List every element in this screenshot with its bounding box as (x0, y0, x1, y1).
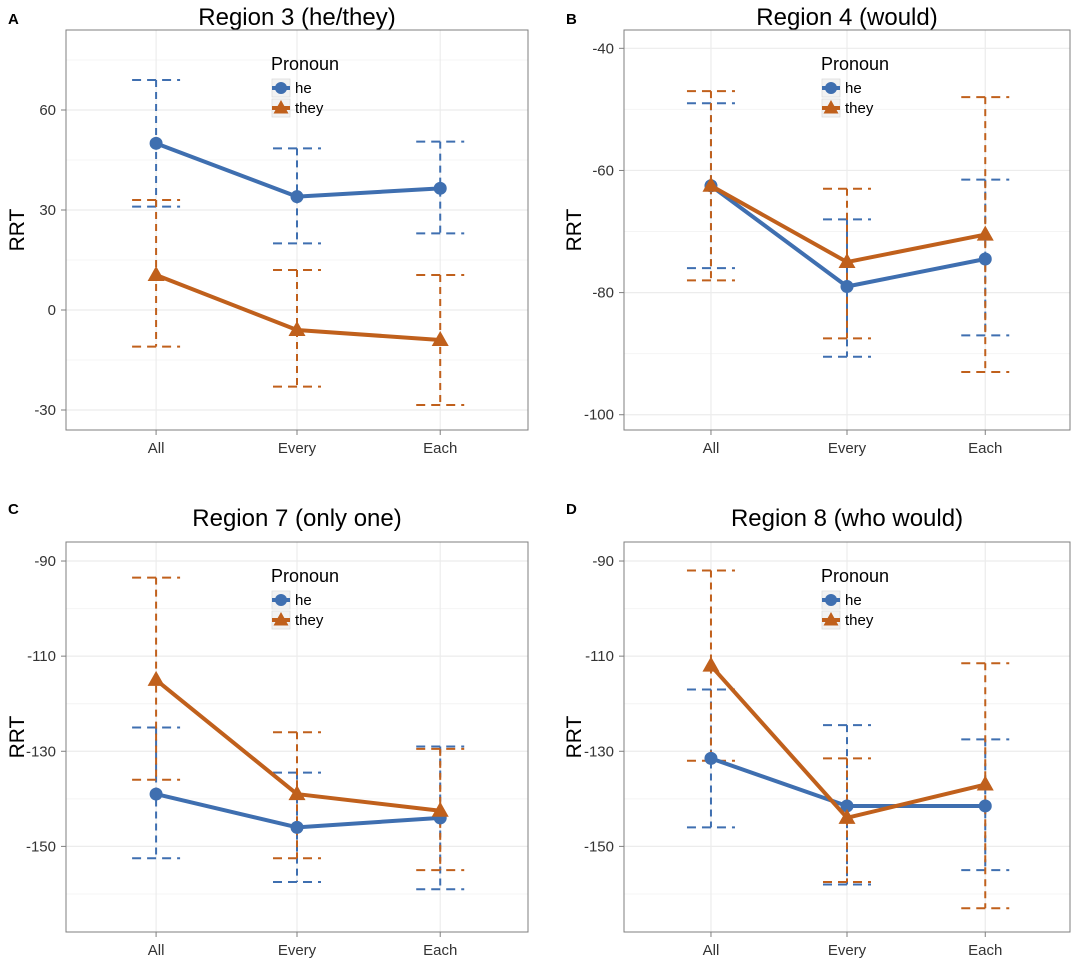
point-they (976, 225, 994, 241)
legend-label-they: they (845, 612, 874, 629)
legend-marker-he (275, 82, 287, 94)
y-axis-label: RRT (6, 208, 29, 251)
x-tick-label: Each (423, 440, 457, 457)
point-he (433, 181, 447, 195)
y-tick-label: -80 (592, 285, 614, 302)
plot-frame (623, 541, 1071, 933)
point-they (976, 775, 994, 791)
point-they (702, 656, 720, 672)
y-tick-label: -100 (584, 407, 614, 424)
point-they (838, 253, 856, 269)
legend-title: Pronoun (271, 566, 339, 586)
panel-a: A Region 3 (he/they) RRT -30 0 30 60 All Every Ea… (6, 4, 529, 457)
legend-label-he: he (295, 80, 312, 97)
legend-marker-he (275, 594, 287, 606)
panel-d: D Region 8 (who would) RRT -150 -130 -110 -90 A… (563, 501, 1071, 959)
point-they (147, 670, 165, 686)
x-tick-label: All (148, 942, 165, 959)
plot-frame (65, 29, 529, 431)
y-tick-label: 60 (39, 102, 56, 119)
legend-label-they: they (295, 612, 324, 629)
x-tick-label: Every (278, 440, 317, 457)
point-he (149, 136, 163, 150)
point-they (431, 801, 449, 817)
y-tick-label: 0 (48, 302, 56, 319)
point-he (704, 751, 718, 765)
point-he (149, 787, 163, 801)
panel-letter: C (8, 501, 19, 518)
point-they (288, 321, 306, 336)
x-tick-label: Every (278, 942, 317, 959)
chart-title: Region 7 (only one) (192, 505, 401, 532)
point-they (147, 266, 165, 281)
point-he (290, 190, 304, 204)
chart-title: Region 8 (who would) (731, 505, 963, 532)
y-tick-label: -60 (592, 162, 614, 179)
panel-letter: A (8, 11, 19, 28)
y-tick-label: -30 (34, 402, 56, 419)
legend-marker-they (823, 100, 839, 114)
legend-marker-they (273, 612, 289, 626)
x-tick-label: Every (828, 440, 867, 457)
x-tick-label: All (148, 440, 165, 457)
point-he (840, 799, 854, 813)
point-he (978, 252, 992, 266)
chart-title: Region 3 (he/they) (198, 4, 395, 31)
y-tick-label: -150 (26, 838, 56, 855)
point-he (290, 820, 304, 834)
y-tick-label: -130 (26, 743, 56, 760)
legend-marker-they (273, 100, 289, 114)
panel-b: B Region 4 (would) RRT -100 -80 -60 -40 All Ever… (563, 4, 1071, 457)
y-tick-label: -90 (34, 553, 56, 570)
y-axis-label: RRT (563, 208, 586, 251)
legend-label-they: they (295, 100, 324, 117)
y-tick-label: -90 (592, 553, 614, 570)
y-axis-label: RRT (6, 715, 29, 758)
y-tick-label: -40 (592, 40, 614, 57)
point-they (702, 176, 720, 192)
panel-c: C Region 7 (only one) RRT -150 -130 -110 -90 Al… (6, 501, 529, 959)
panel-letter: D (566, 501, 577, 518)
x-tick-label: All (703, 942, 720, 959)
legend-title: Pronoun (821, 566, 889, 586)
y-axis-label: RRT (563, 715, 586, 758)
legend-label-they: they (845, 100, 874, 117)
panel-letter: B (566, 11, 577, 28)
y-tick-label: -110 (585, 648, 614, 665)
legend-marker-they (823, 612, 839, 626)
plot-frame (623, 29, 1071, 431)
legend-title: Pronoun (821, 54, 889, 74)
plot-frame (65, 541, 529, 933)
point-they (431, 331, 449, 346)
point-he (978, 799, 992, 813)
x-tick-label: All (703, 440, 720, 457)
legend-label-he: he (295, 592, 312, 609)
legend-marker-he (825, 82, 837, 94)
chart-title: Region 4 (would) (756, 4, 937, 31)
x-tick-label: Each (968, 942, 1002, 959)
legend-label-he: he (845, 80, 862, 97)
x-tick-label: Each (968, 440, 1002, 457)
y-tick-label: 30 (39, 202, 56, 219)
point-they (838, 808, 856, 824)
y-tick-label: -110 (27, 648, 56, 665)
x-tick-label: Each (423, 942, 457, 959)
legend-title: Pronoun (271, 54, 339, 74)
y-tick-label: -150 (584, 838, 614, 855)
y-tick-label: -130 (584, 743, 614, 760)
point-they (288, 785, 306, 801)
x-tick-label: Every (828, 942, 867, 959)
point-he (840, 279, 854, 293)
legend-label-he: he (845, 592, 862, 609)
legend-marker-he (825, 594, 837, 606)
